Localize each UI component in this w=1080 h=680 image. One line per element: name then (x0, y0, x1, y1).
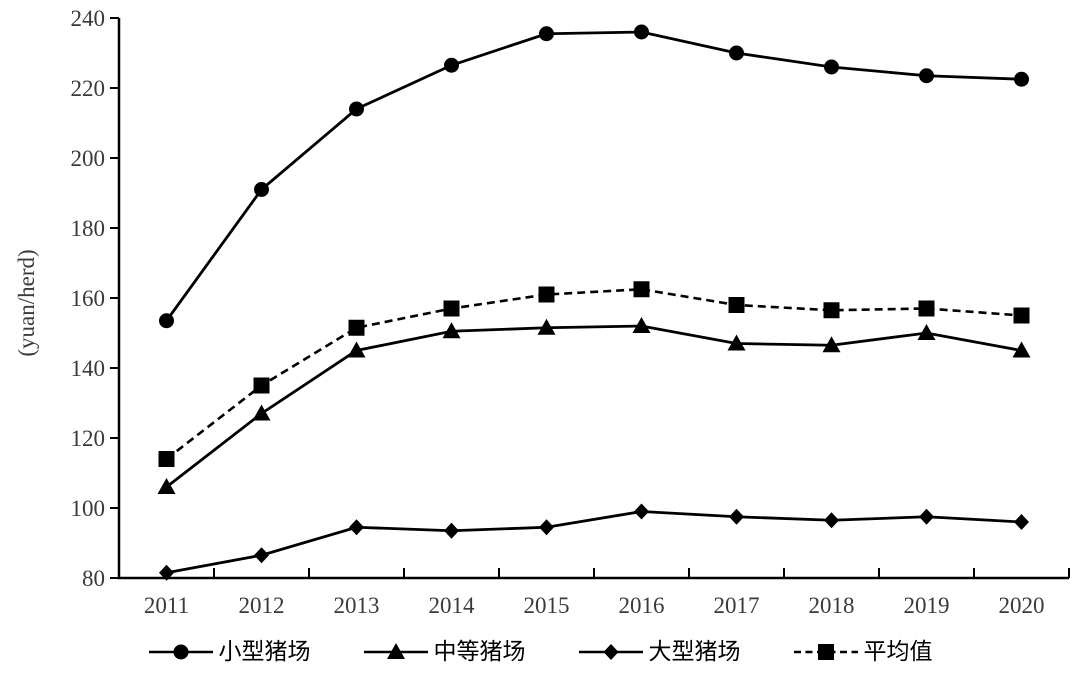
medium-farm-marker (632, 317, 651, 333)
average-marker (823, 302, 840, 319)
large-farm-marker (349, 519, 364, 536)
x-tick-label: 2011 (144, 593, 189, 618)
x-tick-label: 2017 (714, 593, 760, 618)
legend-small-farm-marker (173, 644, 188, 659)
y-tick-label: 100 (71, 496, 106, 521)
medium-farm-marker (822, 336, 841, 353)
x-tick-label: 2020 (999, 593, 1045, 618)
large-farm-marker (159, 564, 174, 581)
large-farm-marker (824, 512, 839, 529)
y-tick-label: 140 (71, 356, 106, 381)
small-farm-marker (159, 313, 174, 329)
large-farm-marker (254, 547, 269, 564)
small-farm-marker (349, 101, 364, 117)
medium-farm-marker (917, 324, 936, 340)
y-axis-title: (yuan/herd) (14, 249, 39, 356)
series-line-large-farm (166, 510, 1022, 575)
legend-item-medium-farm: 中等猪场 (363, 640, 526, 663)
legend-label: 平均值 (863, 638, 933, 664)
legend-square-icon (793, 643, 858, 660)
average-marker (633, 281, 650, 298)
legend-item-large-farm: 大型猪场 (578, 640, 741, 663)
average-marker (538, 286, 555, 303)
y-tick-label: 80 (82, 566, 105, 591)
average-marker (918, 300, 935, 317)
small-farm-marker (539, 26, 554, 42)
medium-farm-marker (727, 334, 746, 351)
series-line-small-farm (165, 30, 1022, 322)
y-tick-label: 180 (71, 216, 106, 241)
axis-lines (117, 18, 1069, 580)
small-farm-marker (729, 45, 744, 61)
legend-item-average: 平均值 (793, 640, 933, 663)
y-tick-label: 120 (71, 426, 106, 451)
y-tick-label: 160 (71, 286, 106, 311)
legend-item-small-farm: 小型猪场 (148, 640, 311, 663)
medium-farm-marker (537, 318, 556, 335)
legend-label: 小型猪场 (218, 638, 311, 664)
chart-legend: 小型猪场 中等猪场 大型猪场 平均值 (0, 640, 1080, 663)
average-marker (348, 319, 365, 336)
medium-farm-marker (442, 322, 461, 339)
legend-average-marker (817, 643, 834, 660)
legend-medium-farm-marker (386, 642, 405, 659)
x-tick-label: 2016 (619, 593, 665, 618)
large-farm-marker (539, 519, 554, 536)
x-tick-label: 2013 (334, 593, 380, 618)
large-farm-marker (634, 503, 649, 520)
legend-circle-icon (148, 644, 213, 659)
line-chart: 80 100 120 140 160 180 200 220 240 2011 2012 2013 20… (14, 6, 1070, 618)
x-tick-label: 2012 (239, 593, 285, 618)
x-tick-label: 2019 (904, 593, 950, 618)
legend-large-farm-marker (603, 643, 618, 660)
x-tick-label: 2014 (429, 593, 476, 618)
medium-farm-marker (347, 341, 366, 358)
series-line-medium-farm (165, 324, 1022, 489)
y-tick-label: 240 (71, 6, 106, 31)
average-marker (158, 451, 175, 467)
legend-triangle-icon (363, 642, 428, 659)
x-tick-label: 2015 (524, 593, 570, 618)
large-farm-marker (729, 508, 744, 525)
average-marker (443, 300, 460, 317)
average-marker (253, 377, 270, 394)
small-farm-marker (1014, 71, 1029, 87)
series-line-average (165, 287, 1022, 461)
y-tick-label: 200 (71, 146, 106, 171)
legend-label: 中等猪场 (433, 638, 526, 664)
legend-diamond-icon (578, 643, 643, 660)
medium-farm-marker (252, 404, 271, 421)
medium-farm-marker (1012, 341, 1031, 358)
average-marker (1013, 307, 1030, 324)
large-farm-marker (1014, 514, 1029, 530)
small-farm-marker (254, 182, 269, 197)
small-farm-marker (634, 24, 649, 40)
small-farm-marker (824, 59, 839, 75)
small-farm-marker (444, 57, 459, 73)
average-marker (728, 297, 745, 313)
legend-label: 大型猪场 (648, 638, 741, 664)
large-farm-marker (444, 522, 459, 539)
large-farm-marker (919, 508, 934, 525)
small-farm-marker (919, 68, 934, 84)
x-tick-label: 2018 (809, 593, 855, 618)
medium-farm-marker (157, 478, 176, 494)
y-tick-label: 220 (71, 76, 106, 101)
